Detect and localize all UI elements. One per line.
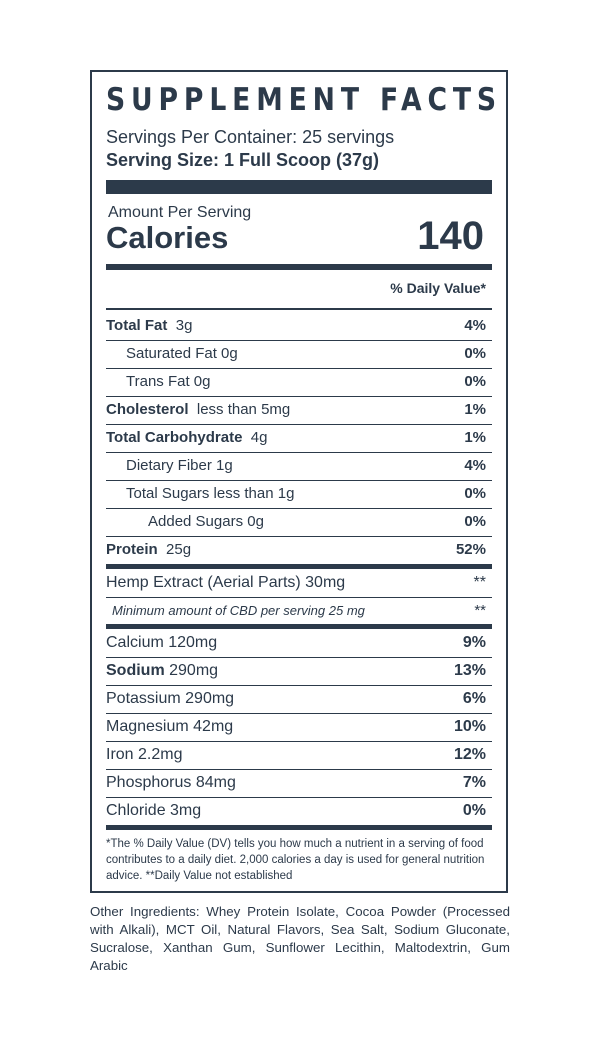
panel-title: SUPPLEMENT FACTS: [106, 82, 502, 118]
nutrient-name-bold: Sodium: [106, 662, 165, 679]
nutrient-row-protein: Protein 25g 52%: [106, 536, 492, 564]
row-divider: [106, 769, 492, 770]
nutrient-name: Calcium 120mg: [106, 634, 218, 651]
row-divider: [106, 536, 492, 537]
nutrient-name: Added Sugars 0g: [148, 513, 264, 530]
nutrient-dv: 1%: [464, 429, 486, 446]
nutrient-dv: 4%: [464, 457, 486, 474]
nutrient-row-sodium: Sodium 290mg 13%: [106, 657, 492, 685]
nutrient-name: Saturated Fat 0g: [126, 345, 238, 362]
ingredient-name: Hemp Extract (Aerial Parts) 30mg: [106, 574, 346, 591]
amount-per-serving: Amount Per Serving: [108, 204, 252, 221]
nutrient-dv: 13%: [453, 662, 486, 679]
row-divider: [106, 480, 492, 481]
nutrient-dv: 0%: [464, 373, 486, 390]
nutrient-dv: 1%: [464, 401, 486, 418]
nutrient-amount: 3g: [175, 317, 193, 334]
nutrient-amount: 4g: [250, 429, 268, 446]
ingredient-row-cbd-note: Minimum amount of CBD per serving 25 mg …: [106, 597, 492, 625]
section-divider-bottom: [106, 825, 492, 830]
row-divider: [106, 508, 492, 509]
nutrient-row-iron: Iron 2.2mg 12%: [106, 741, 492, 769]
daily-value-header: % Daily Value*: [390, 280, 486, 296]
nutrient-dv: 52%: [455, 541, 486, 558]
nutrient-row-phosphorus: Phosphorus 84mg 7%: [106, 769, 492, 797]
nutrient-name-bold: Protein: [106, 541, 158, 558]
nutrient-name: Phosphorus 84mg: [106, 774, 236, 791]
row-divider: [106, 424, 492, 425]
nutrient-dv: 0%: [464, 485, 486, 502]
row-divider: [106, 597, 492, 598]
nutrient-name: Total Carbohydrate 4g: [106, 424, 267, 452]
nutrient-name: Potassium 290mg: [106, 690, 235, 707]
row-divider: [106, 657, 492, 658]
row-divider: [106, 452, 492, 453]
nutrient-name-bold: Total Carbohydrate: [106, 429, 243, 446]
nutrient-dv: 12%: [453, 746, 486, 763]
nutrient-amount: 290mg: [169, 662, 219, 679]
nutrient-name: Protein 25g: [106, 536, 191, 564]
nutrient-name-bold: Total Fat: [106, 317, 168, 334]
nutrient-name: Iron 2.2mg: [106, 746, 183, 763]
nutrient-name: Total Fat 3g: [106, 312, 192, 340]
nutrient-dv: 0%: [462, 802, 486, 819]
daily-value-footnote: *The % Daily Value (DV) tells you how mu…: [106, 838, 485, 882]
nutrient-dv: 0%: [464, 345, 486, 362]
nutrient-row-total-carbohydrate: Total Carbohydrate 4g 1%: [106, 424, 492, 452]
ingredient-dv: **: [474, 602, 486, 619]
nutrient-name-bold: Cholesterol: [106, 401, 189, 418]
section-divider-protein: [106, 564, 492, 569]
nutrient-dv: 9%: [462, 634, 486, 651]
nutrient-row-cholesterol: Cholesterol less than 5mg 1%: [106, 396, 492, 424]
nutrient-row-saturated-fat: Saturated Fat 0g 0%: [106, 340, 492, 368]
nutrient-dv: 7%: [462, 774, 486, 791]
nutrient-name: Sodium 290mg: [106, 657, 218, 685]
nutrient-dv: 0%: [464, 513, 486, 530]
nutrient-amount: less than 5mg: [196, 401, 291, 418]
nutrient-row-added-sugars: Added Sugars 0g 0%: [106, 508, 492, 536]
ingredient-dv: **: [473, 574, 486, 591]
row-divider: [106, 368, 492, 369]
nutrient-row-chloride: Chloride 3mg 0%: [106, 797, 492, 825]
nutrient-row-total-sugars: Total Sugars less than 1g 0%: [106, 480, 492, 508]
calories-value: 140: [417, 214, 484, 258]
supplement-facts-panel: SUPPLEMENT FACTS Servings Per Container:…: [90, 70, 508, 893]
nutrient-name: Cholesterol less than 5mg: [106, 396, 290, 424]
row-divider: [106, 741, 492, 742]
nutrient-dv: 10%: [453, 718, 486, 735]
nutrient-name: Magnesium 42mg: [106, 718, 234, 735]
row-divider: [106, 685, 492, 686]
section-divider-hemp: [106, 624, 492, 629]
thick-divider-top: [106, 180, 492, 194]
nutrient-name: Trans Fat 0g: [126, 373, 211, 390]
nutrient-row-trans-fat: Trans Fat 0g 0%: [106, 368, 492, 396]
row-divider: [106, 797, 492, 798]
serving-size: Serving Size: 1 Full Scoop (37g): [106, 150, 380, 170]
nutrient-row-potassium: Potassium 290mg 6%: [106, 685, 492, 713]
nutrient-name: Dietary Fiber 1g: [126, 457, 233, 474]
cbd-note: Minimum amount of CBD per serving 25 mg: [112, 603, 365, 618]
row-divider: [106, 340, 492, 341]
divider-dv-header: [106, 308, 492, 310]
servings-per-container: Servings Per Container: 25 servings: [106, 127, 395, 147]
nutrient-name: Chloride 3mg: [106, 802, 202, 819]
nutrient-name: Total Sugars less than 1g: [126, 485, 295, 502]
nutrient-amount: 25g: [166, 541, 192, 558]
row-divider: [106, 713, 492, 714]
ingredient-row-hemp-extract: Hemp Extract (Aerial Parts) 30mg **: [106, 569, 492, 597]
row-divider: [106, 396, 492, 397]
nutrient-dv: 4%: [464, 317, 486, 334]
nutrient-row-dietary-fiber: Dietary Fiber 1g 4%: [106, 452, 492, 480]
nutrient-row-total-fat: Total Fat 3g 4%: [106, 312, 492, 340]
other-ingredients: Other Ingredients: Whey Protein Isolate,…: [90, 904, 510, 973]
nutrient-dv: 6%: [462, 690, 486, 707]
nutrient-row-calcium: Calcium 120mg 9%: [106, 629, 492, 657]
nutrient-row-magnesium: Magnesium 42mg 10%: [106, 713, 492, 741]
calories-label: Calories: [106, 220, 229, 255]
medium-divider: [106, 264, 492, 270]
